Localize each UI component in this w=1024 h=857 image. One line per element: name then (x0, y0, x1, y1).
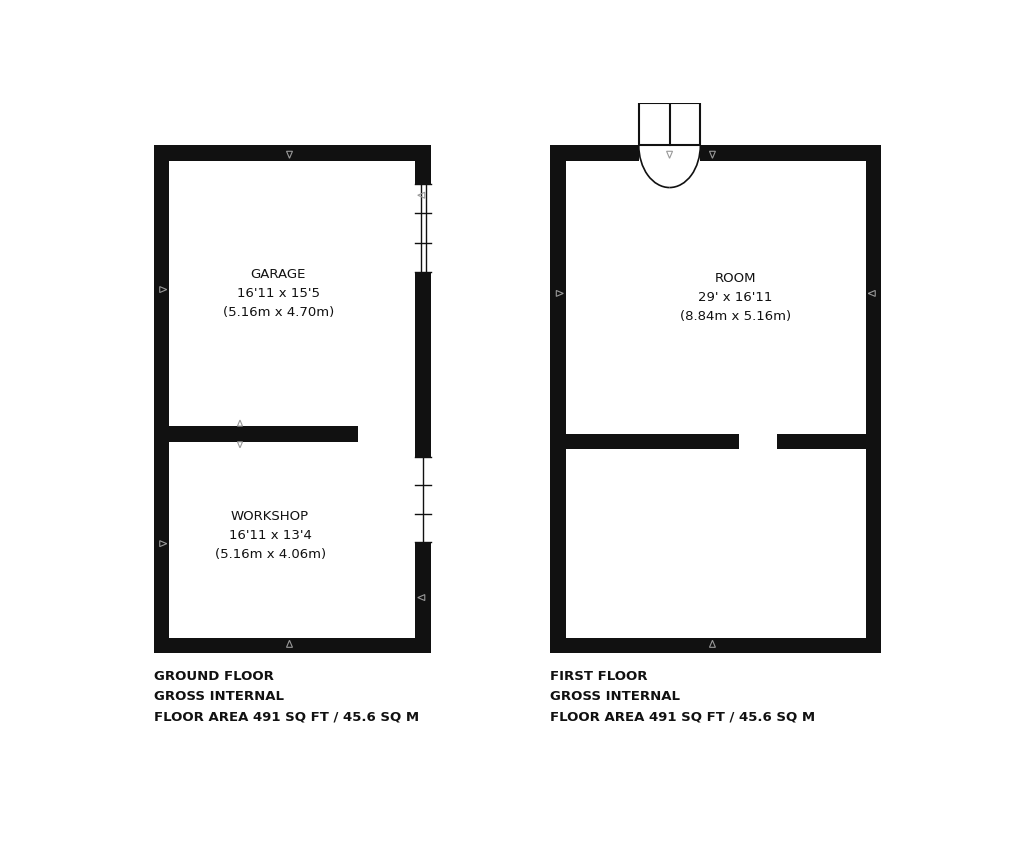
Text: ROOM
29' x 16'11
(8.84m x 5.16m): ROOM 29' x 16'11 (8.84m x 5.16m) (680, 272, 792, 323)
Text: GROUND FLOOR
GROSS INTERNAL
FLOOR AREA 491 SQ FT / 45.6 SQ M: GROUND FLOOR GROSS INTERNAL FLOOR AREA 4… (154, 670, 419, 723)
Text: FIRST FLOOR
GROSS INTERNAL
FLOOR AREA 491 SQ FT / 45.6 SQ M: FIRST FLOOR GROSS INTERNAL FLOOR AREA 49… (550, 670, 815, 723)
Bar (154, 145, 431, 653)
Bar (777, 434, 882, 449)
Text: WORKSHOP
16'11 x 13'4
(5.16m x 4.06m): WORKSHOP 16'11 x 13'4 (5.16m x 4.06m) (214, 511, 326, 561)
Bar (639, 103, 700, 145)
Bar (416, 183, 431, 273)
Bar (550, 434, 739, 449)
Bar (169, 160, 416, 638)
Bar (639, 145, 700, 160)
Bar (565, 160, 866, 638)
Bar (154, 426, 357, 441)
Text: GARAGE
16'11 x 15'5
(5.16m x 4.70m): GARAGE 16'11 x 15'5 (5.16m x 4.70m) (223, 268, 334, 319)
Bar (416, 457, 431, 542)
Bar (550, 145, 882, 653)
